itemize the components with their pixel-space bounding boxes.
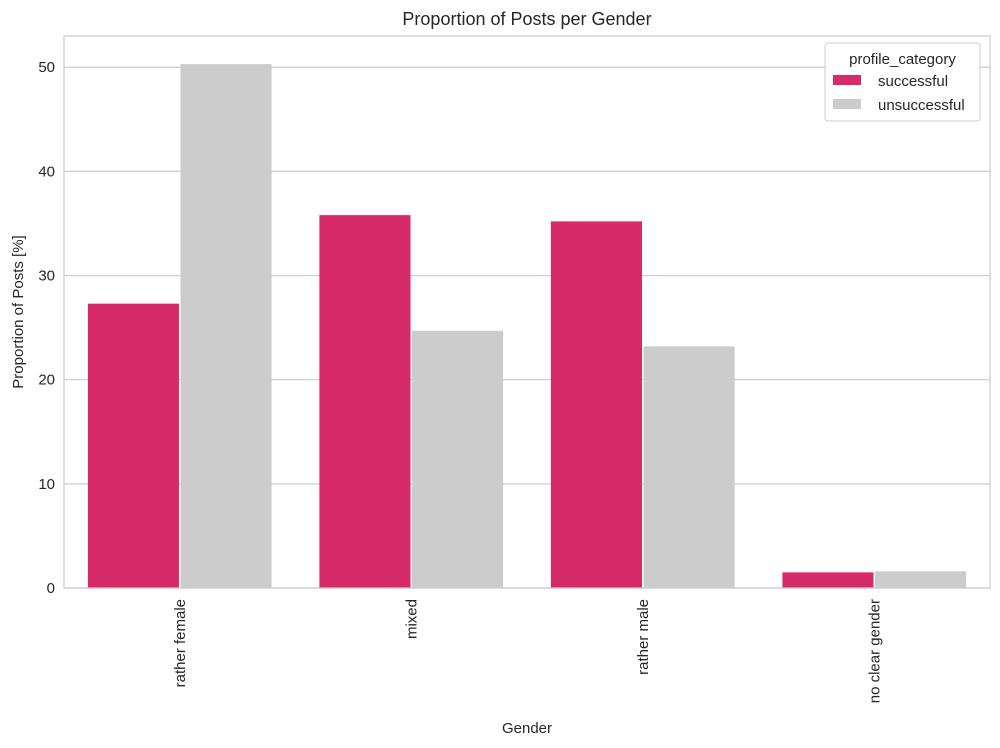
bar-successful	[319, 215, 411, 588]
x-tick-label: mixed	[403, 599, 420, 639]
y-tick-label: 50	[38, 59, 55, 76]
bar-unsuccessful	[412, 330, 504, 588]
legend-swatch	[833, 75, 861, 85]
y-tick-labels: 0 10 20 30 40 50	[38, 59, 55, 597]
y-tick-label: 10	[38, 476, 55, 493]
legend-label: unsuccessful	[878, 97, 965, 114]
legend-title: profile_category	[849, 51, 956, 68]
x-tick-label: rather female	[172, 599, 189, 687]
y-tick-label: 20	[38, 372, 55, 389]
y-tick-label: 0	[47, 580, 55, 597]
legend-box	[824, 42, 981, 122]
y-tick-label: 30	[38, 268, 55, 285]
x-axis-title: Gender	[502, 720, 552, 737]
bar-successful	[550, 221, 642, 588]
bar-successful	[87, 303, 179, 588]
legend: profile_category successful unsuccessful	[824, 42, 981, 122]
chart-title: Proportion of Posts per Gender	[402, 9, 651, 29]
legend-swatch	[833, 99, 861, 109]
legend-items: successful unsuccessful	[833, 73, 965, 114]
y-axis-title: Proportion of Posts [%]	[10, 235, 27, 388]
x-tick-labels: rather female mixed rather male no clear ge…	[172, 599, 884, 703]
bar-unsuccessful	[875, 571, 967, 588]
x-tick-label: rather male	[635, 599, 652, 675]
bar-unsuccessful	[180, 64, 272, 589]
bars	[87, 64, 967, 589]
bar-successful	[782, 572, 874, 588]
x-tick-label: no clear gender	[866, 599, 883, 703]
legend-label: successful	[878, 73, 948, 90]
y-tick-label: 40	[38, 163, 55, 180]
plot-frame	[63, 35, 991, 589]
bar-unsuccessful	[643, 346, 735, 588]
